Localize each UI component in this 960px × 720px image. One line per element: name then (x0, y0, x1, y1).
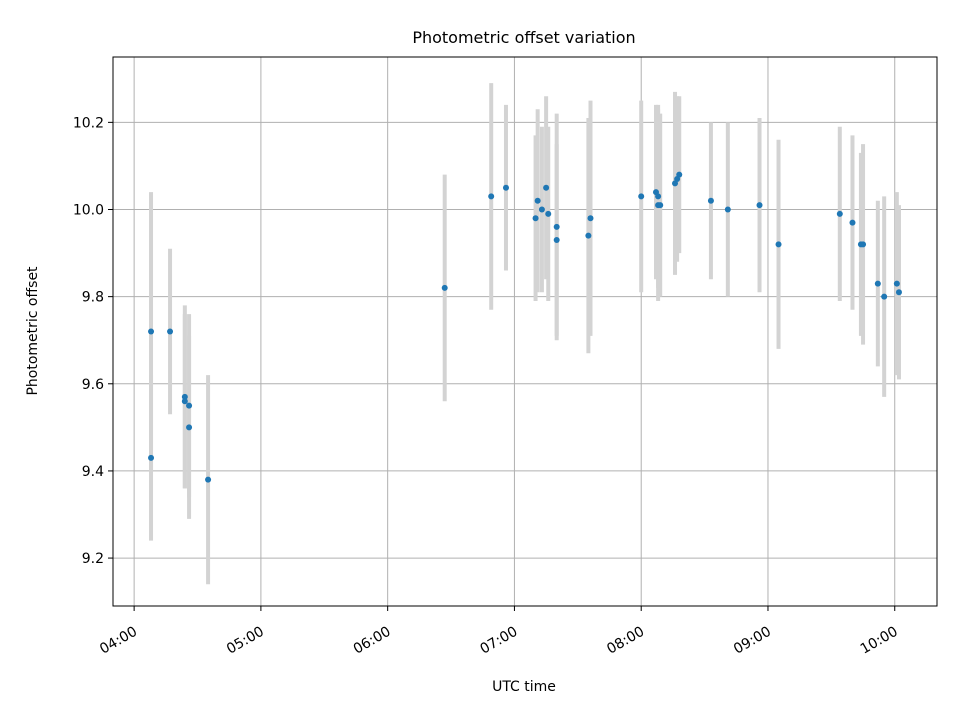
data-point (441, 284, 448, 291)
data-point (836, 210, 843, 217)
x-tick-label: 09:00 (731, 624, 774, 658)
data-point (181, 398, 188, 405)
data-point (655, 193, 662, 200)
data-point (167, 328, 174, 335)
data-point (534, 197, 541, 204)
y-tick-label: 9.6 (82, 377, 104, 393)
x-tick-label: 07:00 (477, 624, 520, 658)
data-point (881, 293, 888, 300)
data-point (587, 215, 594, 222)
data-point (488, 193, 495, 200)
data-point (502, 184, 509, 191)
data-point (585, 232, 592, 239)
x-tick-label: 04:00 (97, 624, 140, 658)
y-tick-label: 9.4 (82, 464, 104, 480)
grid-lines (113, 57, 937, 606)
data-point (893, 280, 900, 287)
data-point (775, 241, 782, 248)
x-tick-label: 06:00 (351, 624, 394, 658)
data-point (895, 289, 902, 296)
data-point (874, 280, 881, 287)
data-point (543, 184, 550, 191)
chart-title: Photometric offset variation (412, 28, 635, 47)
error-bars (149, 83, 901, 585)
data-point (532, 215, 539, 222)
x-tick-label: 05:00 (224, 624, 267, 658)
x-tick-label: 10:00 (858, 624, 901, 658)
data-point (205, 476, 212, 483)
y-tick-label: 10.0 (73, 203, 104, 219)
y-axis-label: Photometric offset (25, 266, 41, 396)
data-point (181, 393, 188, 400)
data-point (724, 206, 731, 213)
data-point (148, 454, 155, 461)
data-point (638, 193, 645, 200)
x-axis-ticks: 04:00 05:00 06:00 07:00 08:00 09:00 10:00 (97, 606, 901, 658)
data-point (553, 237, 560, 243)
plot-frame (112, 56, 938, 607)
x-tick-label: 08:00 (604, 624, 647, 658)
data-points (148, 171, 902, 483)
data-point (657, 202, 664, 209)
x-axis-label: UTC time (492, 679, 556, 695)
data-point (186, 424, 193, 431)
data-point (538, 206, 545, 213)
data-point (707, 197, 714, 204)
data-point (860, 241, 867, 248)
y-tick-label: 9.2 (82, 551, 104, 567)
y-axis-ticks: 9.2 9.4 9.6 9.8 10.0 10.2 (73, 115, 113, 567)
data-point (186, 402, 193, 409)
data-point (553, 223, 560, 230)
data-point (676, 171, 683, 178)
data-point (148, 328, 155, 335)
y-tick-label: 9.8 (82, 290, 104, 306)
y-tick-label: 10.2 (73, 115, 104, 131)
data-point (756, 202, 763, 209)
data-point (849, 219, 856, 226)
data-point (545, 210, 552, 217)
